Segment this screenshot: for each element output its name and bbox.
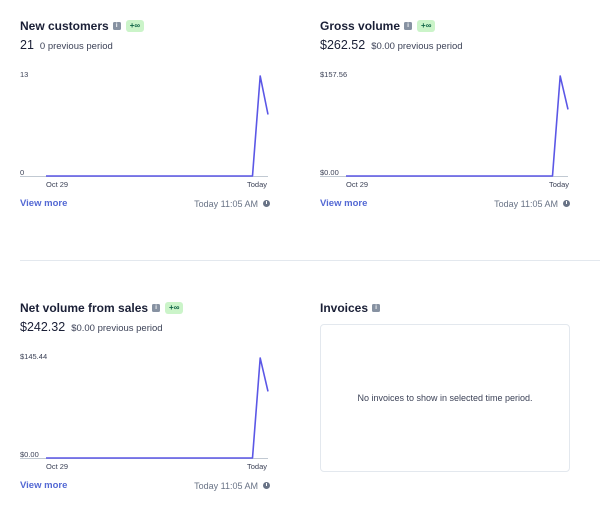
x-end-label: Today bbox=[549, 180, 570, 189]
series-line bbox=[46, 75, 269, 177]
x-start-label: Oct 29 bbox=[46, 462, 69, 471]
updated-time: Today 11:05 AM bbox=[494, 199, 570, 209]
y-min-label: 0 bbox=[20, 168, 25, 177]
line-chart: $157.56 $0.00 Oct 29 Today bbox=[320, 70, 572, 189]
x-start-label: Oct 29 bbox=[46, 180, 69, 189]
clock-icon bbox=[263, 482, 270, 489]
change-badge: +∞ bbox=[417, 20, 436, 32]
x-end-label: Today bbox=[247, 180, 268, 189]
line-chart: $145.44 $0.00 Oct 29 Today bbox=[20, 352, 272, 471]
metric-value: $262.52 bbox=[320, 38, 366, 52]
y-max-label: $145.44 bbox=[20, 352, 48, 361]
card-header: Net volume from sales i +∞ bbox=[20, 300, 290, 316]
x-end-label: Today bbox=[247, 462, 268, 471]
updated-time: Today 11:05 AM bbox=[194, 481, 270, 491]
clock-icon bbox=[563, 200, 570, 207]
info-icon[interactable]: i bbox=[404, 22, 413, 30]
series-line bbox=[46, 357, 269, 459]
metric-row: 21 0 previous period bbox=[20, 38, 290, 52]
updated-time: Today 11:05 AM bbox=[194, 199, 270, 209]
change-badge: +∞ bbox=[125, 20, 145, 32]
card-title: Invoices bbox=[320, 301, 369, 315]
card-title: New customers bbox=[20, 19, 109, 33]
metric-value: $242.32 bbox=[20, 320, 66, 334]
gross-volume-card: Gross volume i +∞ $262.52 $0.00 previous… bbox=[320, 18, 590, 209]
card-header: Gross volume i +∞ bbox=[320, 18, 590, 34]
chart-svg bbox=[20, 357, 269, 459]
metric-row: $242.32 $0.00 previous period bbox=[20, 320, 290, 334]
y-max-label: $157.56 bbox=[320, 70, 348, 79]
chart-svg bbox=[20, 75, 269, 177]
line-chart: 13 0 Oct 29 Today bbox=[20, 70, 272, 189]
info-icon[interactable]: i bbox=[152, 304, 161, 312]
change-badge: +∞ bbox=[165, 302, 184, 314]
updated-time-text: Today 11:05 AM bbox=[194, 198, 258, 209]
card-title: Net volume from sales bbox=[20, 301, 149, 315]
y-min-label: $0.00 bbox=[20, 450, 39, 459]
previous-period-value: 0 previous period bbox=[39, 41, 113, 52]
updated-time-text: Today 11:05 AM bbox=[494, 198, 558, 209]
card-footer: View more Today 11:05 AM bbox=[320, 198, 570, 209]
metric-row: $262.52 $0.00 previous period bbox=[320, 38, 590, 52]
view-more-link[interactable]: View more bbox=[320, 198, 368, 209]
y-max-label: 13 bbox=[20, 70, 29, 79]
metric-value: 21 bbox=[20, 38, 34, 52]
chart-svg bbox=[320, 75, 569, 177]
section-divider bbox=[20, 260, 600, 261]
card-footer: View more Today 11:05 AM bbox=[20, 198, 270, 209]
previous-period-value: $0.00 previous period bbox=[71, 323, 163, 334]
info-icon[interactable]: i bbox=[112, 22, 121, 30]
card-header: Invoices i bbox=[320, 300, 590, 316]
x-start-label: Oct 29 bbox=[346, 180, 369, 189]
invoices-card: Invoices i No invoices to show in select… bbox=[320, 300, 590, 472]
view-more-link[interactable]: View more bbox=[20, 198, 68, 209]
updated-time-text: Today 11:05 AM bbox=[194, 480, 258, 491]
net-volume-card: Net volume from sales i +∞ $242.32 $0.00… bbox=[20, 300, 290, 491]
card-title: Gross volume bbox=[320, 19, 401, 33]
card-header: New customers i +∞ bbox=[20, 18, 290, 34]
card-footer: View more Today 11:05 AM bbox=[20, 480, 270, 491]
new-customers-card: New customers i +∞ 21 0 previous period … bbox=[20, 18, 290, 209]
series-line bbox=[346, 75, 569, 177]
empty-state-message: No invoices to show in selected time per… bbox=[357, 393, 533, 403]
info-icon[interactable]: i bbox=[372, 304, 381, 312]
previous-period-value: $0.00 previous period bbox=[371, 41, 463, 52]
y-min-label: $0.00 bbox=[320, 168, 339, 177]
invoices-empty-state: No invoices to show in selected time per… bbox=[320, 324, 570, 472]
clock-icon bbox=[263, 200, 270, 207]
view-more-link[interactable]: View more bbox=[20, 480, 68, 491]
